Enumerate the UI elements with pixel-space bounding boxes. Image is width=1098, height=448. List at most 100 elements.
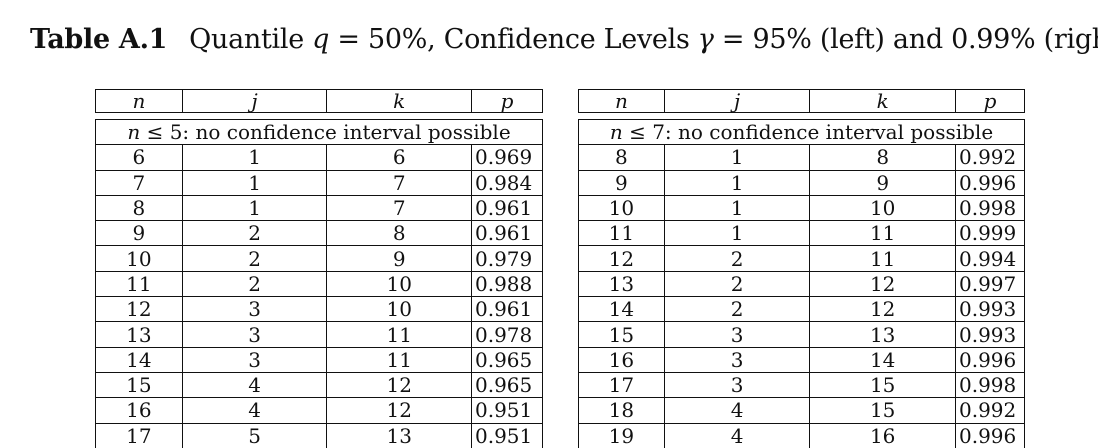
cell-p: 0.992 [954, 397, 1026, 424]
header-row: n j k p [95, 89, 543, 113]
cell-n: 17 [578, 372, 665, 399]
cell-j: 3 [663, 321, 811, 348]
table-row: 18 4 15 0.992 [578, 397, 1026, 424]
cell-k: 9 [809, 170, 956, 196]
cell-j: 4 [663, 423, 811, 448]
cell-k: 10 [326, 296, 472, 323]
cell-p: 0.996 [954, 170, 1026, 196]
table-row: 16 3 14 0.996 [578, 347, 1026, 373]
cell-k: 15 [809, 397, 956, 424]
cell-n: 18 [578, 397, 665, 424]
note-cell: n ≤ 7: no confidence interval possible [578, 118, 1025, 146]
table-row: 16 4 12 0.951 [95, 397, 543, 424]
note-row: n ≤ 5: no confidence interval possible [95, 118, 543, 146]
header-cell-k: k [809, 89, 956, 113]
cell-k: 13 [326, 423, 472, 448]
cell-n: 9 [578, 170, 665, 196]
cell-k: 10 [326, 271, 472, 298]
caption-text-eq2: = 95% (left) and 0.99% (right). [713, 24, 1098, 55]
cell-p: 0.984 [471, 170, 543, 196]
cell-p: 0.997 [954, 271, 1026, 298]
cell-n: 12 [578, 245, 665, 272]
cell-n: 14 [578, 296, 665, 323]
cell-n: 15 [95, 372, 183, 399]
cell-k: 11 [326, 321, 472, 348]
cell-p: 0.996 [954, 347, 1026, 373]
table-row: 17 5 13 0.951 [95, 423, 543, 448]
cell-k: 11 [809, 220, 956, 247]
table-row: 15 4 12 0.965 [95, 372, 543, 399]
cell-p: 0.993 [954, 296, 1026, 323]
table-row: 10 1 10 0.998 [578, 195, 1026, 222]
cell-p: 0.979 [471, 245, 543, 272]
cell-n: 13 [578, 271, 665, 298]
table-row: 11 2 10 0.988 [95, 271, 543, 298]
cell-j: 3 [181, 321, 328, 348]
cell-p: 0.988 [471, 271, 543, 298]
cell-j: 3 [663, 372, 811, 399]
table-row: 9 1 9 0.996 [578, 170, 1026, 196]
cell-k: 8 [326, 220, 472, 247]
cell-j: 1 [181, 170, 328, 196]
cell-n: 8 [95, 195, 183, 222]
cell-n: 11 [578, 220, 665, 247]
header-row: n j k p [578, 89, 1026, 113]
header-cell-n: n [95, 89, 183, 113]
cell-k: 12 [326, 397, 472, 424]
cell-j: 1 [181, 195, 328, 222]
header-cell-n: n [578, 89, 665, 113]
note-text: ≤ 7: no confidence interval possible [622, 120, 994, 145]
cell-p: 0.951 [471, 423, 543, 448]
cell-n: 15 [578, 321, 665, 348]
cell-j: 2 [663, 296, 811, 323]
right-table: n j k p n ≤ 7: no confidence interval po… [578, 89, 1026, 448]
note-cell: n ≤ 5: no confidence interval possible [95, 118, 543, 146]
table-row: 9 2 8 0.961 [95, 220, 543, 247]
cell-p: 0.998 [954, 372, 1026, 399]
cell-p: 0.965 [471, 347, 543, 373]
cell-j: 1 [663, 144, 811, 171]
table-caption: Table A.1 Quantile q = 50%, Confidence Le… [30, 24, 1098, 55]
cell-k: 11 [326, 347, 472, 373]
header-cell-p: p [471, 89, 543, 113]
header-cell-j: j [663, 89, 811, 113]
table-row: 15 3 13 0.993 [578, 321, 1026, 348]
cell-j: 1 [663, 195, 811, 222]
cell-n: 14 [95, 347, 183, 373]
cell-j: 1 [181, 144, 328, 171]
cell-n: 17 [95, 423, 183, 448]
cell-j: 4 [181, 397, 328, 424]
cell-j: 2 [663, 245, 811, 272]
table-row: 10 2 9 0.979 [95, 245, 543, 272]
cell-p: 0.961 [471, 195, 543, 222]
cell-n: 16 [95, 397, 183, 424]
cell-j: 3 [663, 347, 811, 373]
caption-symbol-gamma: γ [697, 24, 714, 55]
cell-k: 16 [809, 423, 956, 448]
table-row: 6 1 6 0.969 [95, 144, 543, 171]
cell-n: 16 [578, 347, 665, 373]
left-table: n j k p n ≤ 5: no confidence interval po… [95, 89, 543, 448]
table-row: 7 1 7 0.984 [95, 170, 543, 196]
header-cell-j: j [181, 89, 328, 113]
note-symbol-n: n [127, 120, 141, 145]
cell-p: 0.999 [954, 220, 1026, 247]
caption-symbol-q: q [312, 24, 330, 55]
cell-j: 1 [663, 170, 811, 196]
cell-k: 14 [809, 347, 956, 373]
caption-text-eq1: = 50%, Confidence Levels [329, 24, 698, 55]
cell-p: 0.961 [471, 220, 543, 247]
cell-p: 0.996 [954, 423, 1026, 448]
cell-k: 13 [809, 321, 956, 348]
cell-p: 0.998 [954, 195, 1026, 222]
cell-n: 8 [578, 144, 665, 171]
cell-j: 2 [181, 271, 328, 298]
cell-p: 0.994 [954, 245, 1026, 272]
cell-j: 3 [181, 347, 328, 373]
cell-j: 4 [663, 397, 811, 424]
cell-j: 2 [181, 220, 328, 247]
caption-label: Table A.1 [30, 24, 168, 55]
cell-n: 12 [95, 296, 183, 323]
cell-n: 10 [95, 245, 183, 272]
table-body: 6 1 6 0.969 7 1 7 0.984 8 1 7 0.961 9 2 8 0.961 10 2 9 0.97… [95, 144, 543, 448]
